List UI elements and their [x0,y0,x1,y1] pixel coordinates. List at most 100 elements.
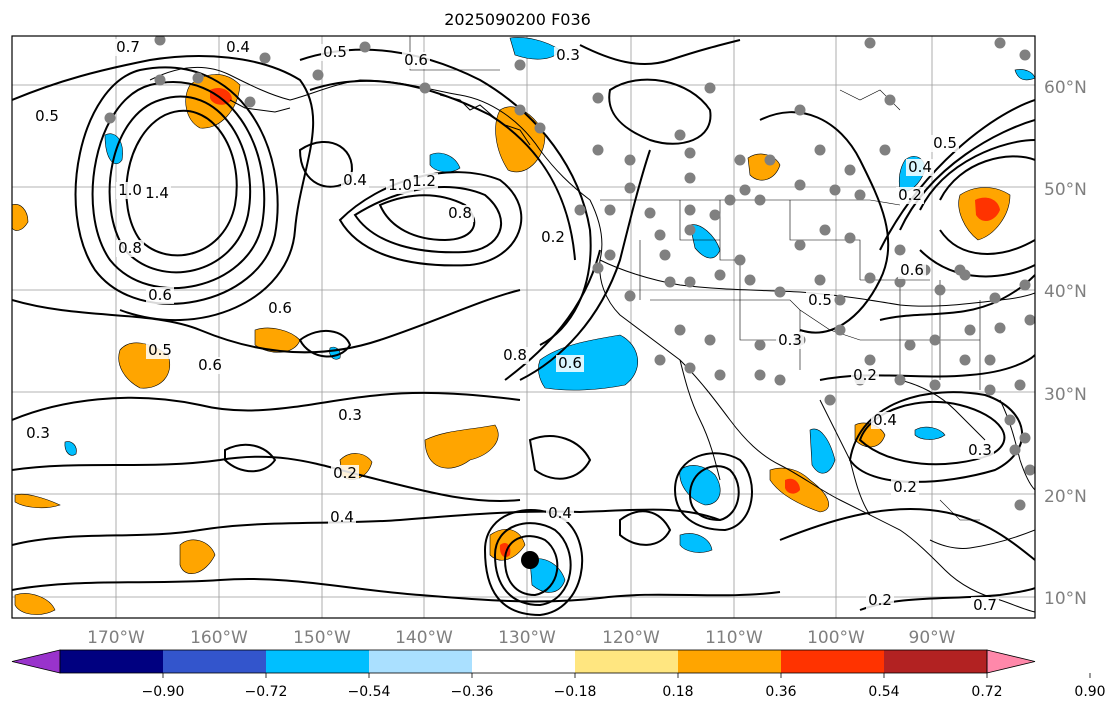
contour-label: 0.4 [908,158,932,176]
contour-label-group: 0.70.50.6 0.30.50.41.21.00.40.81.41.00.80… [24,38,999,614]
station-marker [684,204,696,216]
station-marker [684,172,696,184]
latitude-labels: 60°N 50°N 40°N 30°N 20°N 10°N [1044,78,1087,609]
peak-positive-anomaly [210,88,1000,558]
contour-label: 0.2 [853,366,877,384]
contour-label: 0.4 [226,38,250,56]
station-marker [704,334,716,346]
station-marker [964,324,976,336]
colorbar-tick-label: 0.72 [971,684,1002,700]
station-marker [954,264,966,276]
lon-label: 120°W [602,628,660,648]
station-marker [1014,499,1026,511]
colorbar-frame [59,649,988,674]
station-marker [1019,432,1031,444]
lon-label: 140°W [395,628,453,648]
station-marker [864,354,876,366]
station-marker [894,244,906,256]
station-marker [1019,279,1031,291]
station-marker [829,184,841,196]
contour-label: 0.8 [448,204,472,222]
contour-label: 0.5 [35,107,59,125]
contour-label: 0.4 [548,504,572,522]
contour-label: 1.0 [118,181,142,199]
colorbar-tick-labels: −0.90 −0.72 −0.54 −0.36 −0.18 0.18 0.36 0.54 0.7… [142,673,1105,700]
station-marker [659,249,671,261]
station-marker [604,204,616,216]
longitude-labels: 170°W 160°W 150°W 140°W 130°W 120°W 110°W 100°W… [87,628,956,648]
contour-label: 0.2 [333,464,357,482]
station-marker [879,144,891,156]
contour-label: 0.6 [558,354,582,372]
contour-label: 0.8 [118,239,142,257]
colorbar-tick-label: −0.72 [245,684,288,700]
contour-label: 0.2 [541,228,565,246]
station-marker [794,239,806,251]
station-marker [359,41,371,53]
station-marker [104,112,116,124]
station-marker [744,274,756,286]
contour-label: 0.6 [900,261,924,279]
contour-label: 0.2 [898,186,922,204]
station-marker [419,82,431,94]
contour-label: 0.3 [556,46,580,64]
colorbar-segment [472,650,576,673]
station-marker [959,354,971,366]
station-marker [814,144,826,156]
contour-label: 1.4 [145,184,169,202]
station-marker [754,339,766,351]
station-marker [854,189,866,201]
colorbar-tick-label: 0.18 [662,684,693,700]
station-marker [904,339,916,351]
lon-label: 170°W [87,628,145,648]
colorbar-tick-label: 0.90 [1074,684,1105,700]
lat-label: 30°N [1044,385,1087,405]
station-marker [154,74,166,86]
station-marker [774,374,786,386]
station-marker [774,286,786,298]
contour-label: 0.4 [330,508,354,526]
colorbar-segment [163,650,267,673]
station-marker [734,154,746,166]
station-marker [764,154,776,166]
colorbar-extend-high [986,649,1036,674]
station-marker [929,379,941,391]
station-marker [684,276,696,288]
map-frame [11,35,1036,619]
lat-label: 50°N [1044,180,1087,200]
station-marker [724,194,736,206]
station-marker [1004,414,1016,426]
contour-label: 0.7 [973,596,997,614]
contour-label: 0.2 [868,591,892,609]
colorbar-tick-label: −0.54 [348,684,391,700]
lat-label: 40°N [1044,282,1087,302]
lon-label: 90°W [909,628,956,648]
station-marker [644,207,656,219]
station-marker [714,269,726,281]
colorbar-tick-label: −0.90 [142,684,185,700]
lat-label: 60°N [1044,78,1087,98]
station-marker [794,179,806,191]
station-marker [654,354,666,366]
contour-label: 1.0 [388,176,412,194]
station-marker [312,69,324,81]
station-marker [624,182,636,194]
station-marker [824,394,836,406]
station-marker [592,144,604,156]
station-marker [704,82,716,94]
colorbar-segment [369,650,473,673]
station-marker [684,224,696,236]
station-marker [834,294,846,306]
station-marker [259,52,271,64]
colorbar-segment [678,650,782,673]
colorbar-segment [266,650,370,673]
station-marker [884,94,896,106]
station-marker [592,262,604,274]
station-marker [819,224,831,236]
station-marker [574,204,586,216]
station-marker [814,274,826,286]
contour-label: 0.4 [873,411,897,429]
station-marker [894,276,906,288]
station-marker [894,374,906,386]
station-marker [844,232,856,244]
